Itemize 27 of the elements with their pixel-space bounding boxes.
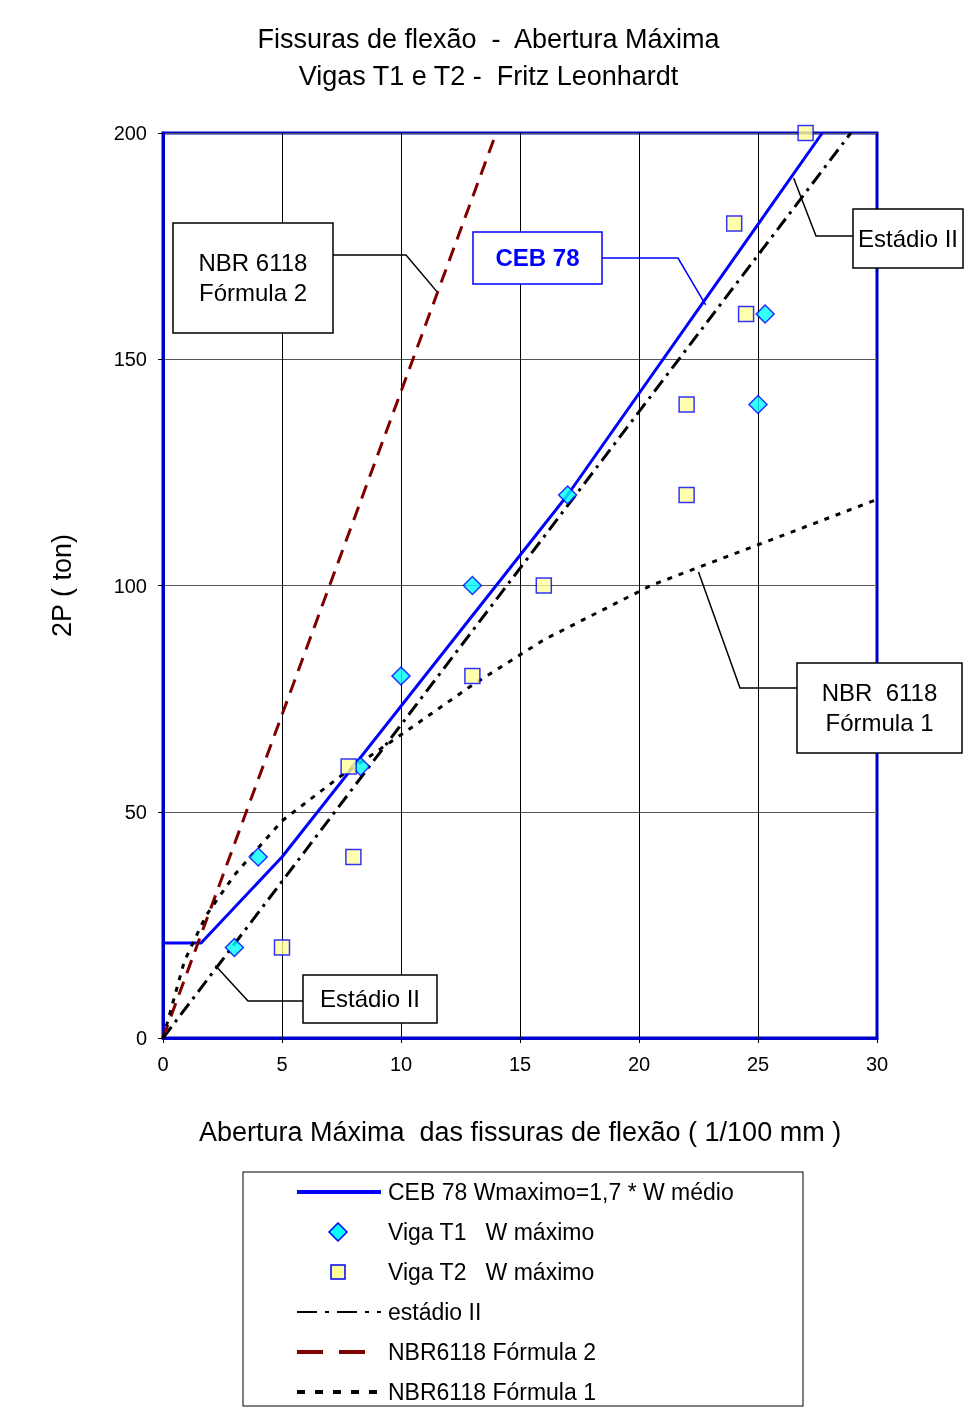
x-tick-label: 15 bbox=[508, 1053, 532, 1075]
annotation: NBR 6118 Fórmula 2 bbox=[198, 249, 308, 306]
x-tick-label: 25 bbox=[746, 1053, 770, 1075]
y-tick-label: 200 bbox=[113, 122, 147, 144]
legend-label: CEB 78 Wmaximo=1,7 * W médio bbox=[388, 1179, 734, 1205]
x-tick-label: 5 bbox=[276, 1053, 288, 1075]
chart-subtitle: Vigas T1 e T2 - Fritz Leonhardt bbox=[298, 60, 679, 91]
legend-label: estádio II bbox=[388, 1299, 482, 1325]
x-axis-title: Abertura Máxima das fissuras de flexão ( 1/100 mm ) bbox=[198, 1116, 842, 1147]
x-tick-label: 20 bbox=[627, 1053, 651, 1075]
y-axis-title: 2P ( ton) bbox=[46, 533, 77, 638]
x-tick-label: 30 bbox=[865, 1053, 889, 1075]
x-tick-label: 10 bbox=[389, 1053, 413, 1075]
legend-label: Viga T2 W máximo bbox=[388, 1259, 595, 1285]
annotation: CEB 78 bbox=[495, 244, 580, 271]
annotation: Estádio II bbox=[319, 985, 421, 1012]
y-tick-label: 150 bbox=[113, 348, 147, 371]
legend-label: Viga T1 W máximo bbox=[388, 1219, 595, 1245]
annotation: NBR 6118 Fórmula 1 bbox=[821, 679, 938, 736]
y-tick-label: 0 bbox=[135, 1027, 147, 1049]
annotation: Estádio II bbox=[857, 224, 959, 252]
legend-label: NBR6118 Fórmula 1 bbox=[388, 1379, 596, 1405]
y-tick-label: 50 bbox=[124, 800, 147, 823]
y-tick-label: 100 bbox=[113, 574, 147, 597]
chart-title: Fissuras de flexão - Abertura Máxima bbox=[257, 23, 721, 54]
x-tick-label: 0 bbox=[157, 1053, 169, 1075]
legend-label: NBR6118 Fórmula 2 bbox=[388, 1339, 596, 1365]
